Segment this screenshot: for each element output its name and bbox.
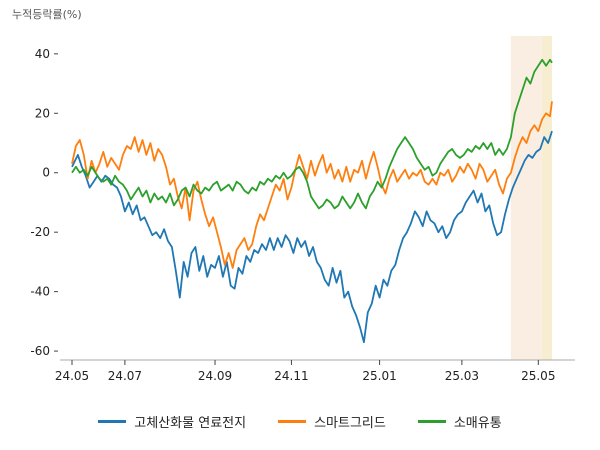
series-line-retail — [71, 58, 553, 210]
legend-label-retail: 소매유통 — [453, 415, 502, 431]
legend-swatch-smartgrid — [278, 419, 307, 423]
x-tick-label: 24.05 — [55, 369, 89, 383]
y-tick-label: 20 — [35, 106, 50, 120]
x-tick-label: 25.03 — [445, 369, 479, 383]
y-tick-label: -20 — [30, 225, 50, 239]
legend-swatch-sofc — [98, 419, 127, 423]
x-tick-label: 24.09 — [198, 369, 232, 383]
y-tick-label: 0 — [42, 166, 50, 180]
x-axis: 24.05 24.07 24.09 24.11 25.01 25.03 25.05 — [55, 359, 575, 383]
x-tick-label: 25.01 — [362, 369, 396, 383]
legend-item-smartgrid: 스마트그리드 — [278, 412, 386, 431]
series-lines — [71, 58, 553, 344]
series-line-sofc — [71, 130, 553, 344]
y-axis-unit-label: 누적등락률(%) — [12, 8, 82, 21]
y-tick-label: -40 — [30, 285, 50, 299]
series-line-smartgrid — [71, 101, 553, 269]
legend: 고체산화물 연료전지 스마트그리드 소매유통 — [0, 410, 600, 432]
legend-swatch-retail — [417, 419, 446, 423]
y-axis: 40 20 0 -20 -40 -60 — [30, 47, 58, 358]
x-tick-label: 24.07 — [108, 369, 142, 383]
legend-item-sofc: 고체산화물 연료전지 — [98, 412, 246, 431]
y-tick-label: 40 — [35, 47, 50, 61]
legend-item-retail: 소매유통 — [417, 412, 502, 431]
x-tick-label: 25.05 — [521, 369, 555, 383]
highlight-band-0 — [510, 36, 543, 360]
highlight-band-1 — [542, 36, 552, 360]
x-tick-label: 24.11 — [274, 369, 308, 383]
legend-label-smartgrid: 스마트그리드 — [314, 415, 386, 431]
legend-label-sofc: 고체산화물 연료전지 — [134, 415, 247, 431]
y-tick-label: -60 — [30, 344, 50, 358]
highlight-bands — [510, 36, 552, 360]
